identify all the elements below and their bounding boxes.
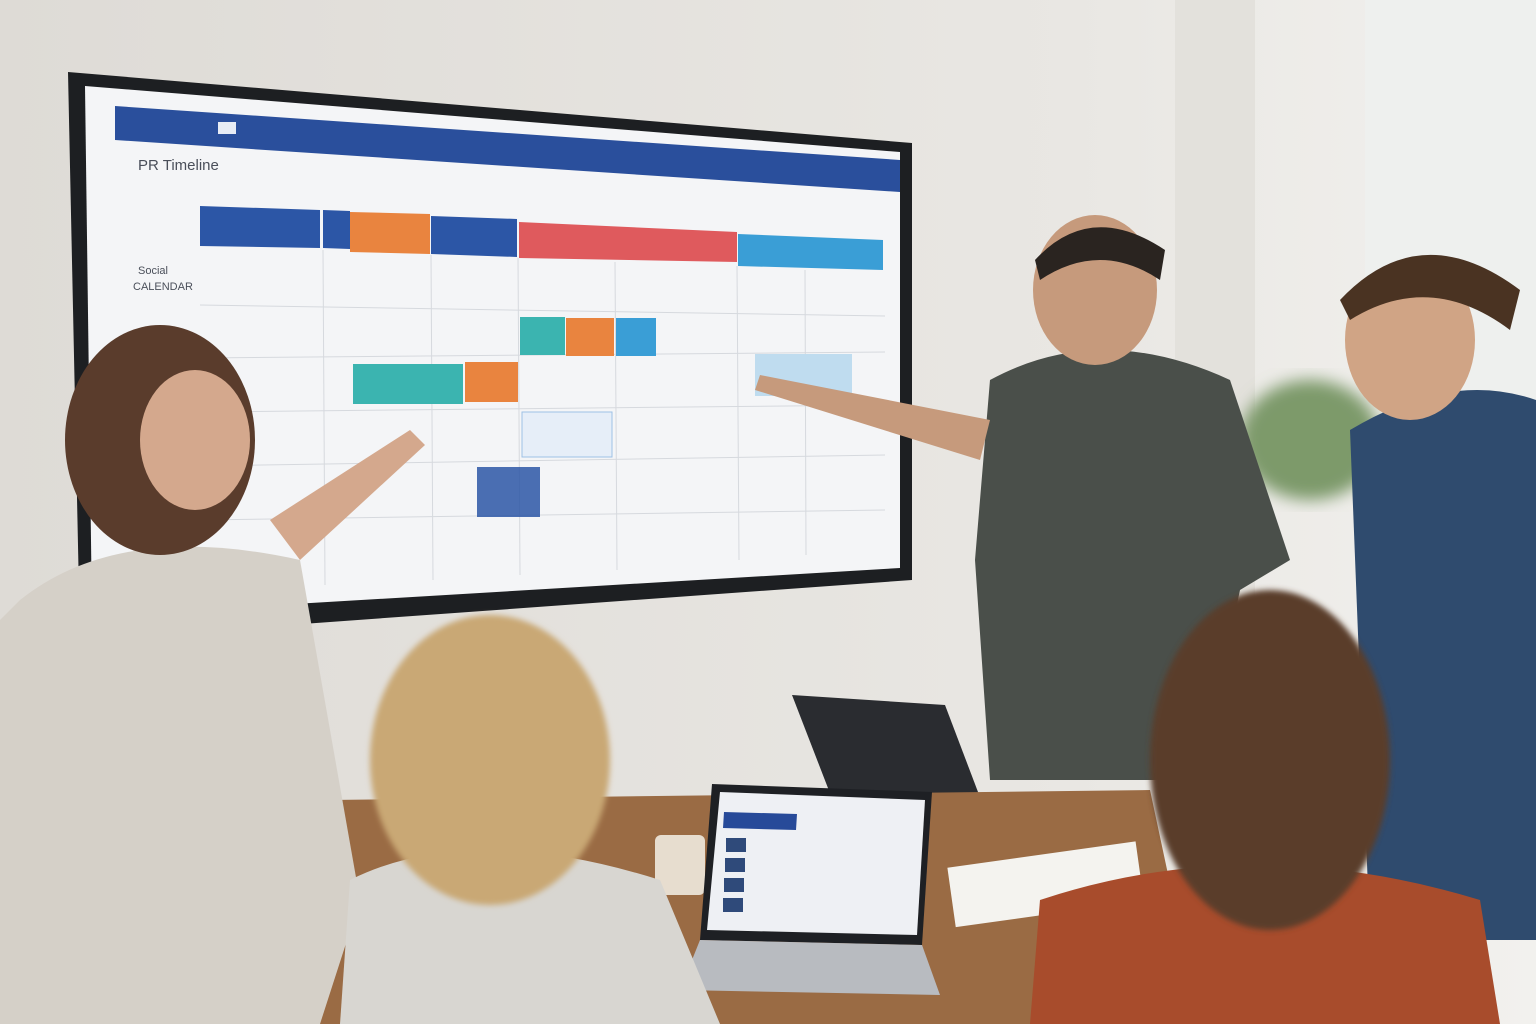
event-card	[465, 362, 518, 402]
coffee-cup	[655, 835, 705, 895]
person-man-right	[1340, 254, 1536, 940]
person-woman-left	[0, 325, 425, 1024]
laptop-tile	[723, 898, 743, 912]
laptop-tile	[726, 838, 746, 852]
app-title: PR Timeline	[138, 157, 219, 174]
timeline-bar	[350, 212, 430, 254]
event-card	[566, 318, 614, 356]
event-card	[353, 364, 463, 404]
person-woman-blonde	[340, 615, 720, 1024]
event-card	[521, 411, 613, 458]
calendar-grid	[199, 249, 886, 586]
laptop-front	[680, 784, 940, 995]
app-logo-icon	[218, 122, 236, 134]
timeline-bar	[323, 210, 350, 249]
app-header-bar	[115, 106, 900, 192]
person-woman-red	[1030, 590, 1500, 1024]
event-card	[520, 317, 565, 355]
laptop-header	[723, 812, 797, 830]
timeline-bar	[431, 216, 517, 257]
plant	[1240, 380, 1380, 500]
event-card	[477, 467, 540, 517]
laptop-tile	[725, 858, 745, 872]
row-label-calendar: CALENDAR	[133, 281, 193, 293]
laptop-tile	[724, 878, 744, 892]
row-label-social: Social	[138, 265, 168, 277]
timeline-bar	[519, 222, 737, 262]
timeline-bar	[200, 206, 320, 248]
wall-monitor: PR Timeline Social CALENDAR	[68, 72, 912, 640]
timeline-bar	[738, 234, 883, 270]
event-card	[616, 318, 656, 356]
